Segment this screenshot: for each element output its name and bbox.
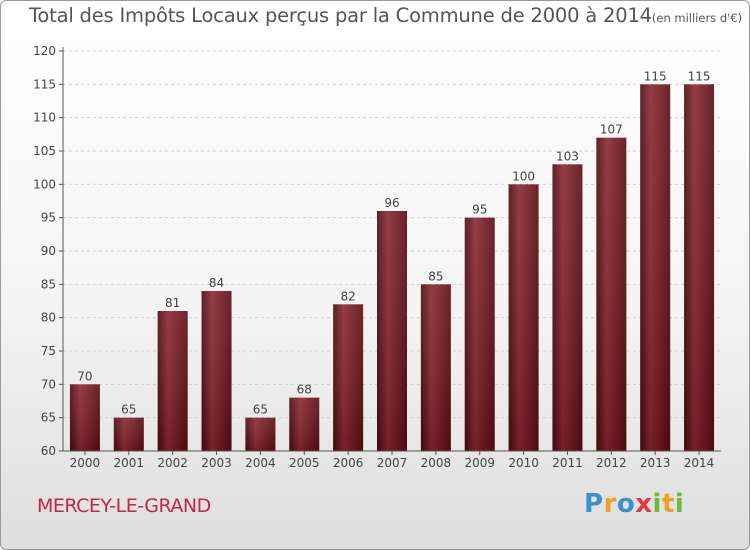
chart-title-text: Total des Impôts Locaux perçus par la Co…: [29, 4, 652, 27]
data-label: 115: [644, 69, 667, 83]
y-tick-label: 80: [41, 311, 56, 325]
chart-subtitle: (en milliers d'€): [651, 11, 743, 25]
x-tick-label: 2010: [508, 456, 539, 470]
bar-shade: [420, 284, 451, 451]
bar-shade: [245, 417, 276, 451]
bar-shade: [201, 291, 232, 451]
x-tick-label: 2006: [333, 456, 364, 470]
x-tick-label: 2014: [684, 456, 715, 470]
bar-shade: [289, 397, 320, 451]
x-tick-label: 2004: [245, 456, 276, 470]
y-tick-label: 115: [33, 77, 56, 91]
x-tick-label: 2012: [596, 456, 627, 470]
data-label: 65: [253, 403, 268, 417]
x-tick-label: 2009: [464, 456, 495, 470]
bar-shade: [640, 84, 671, 451]
data-label: 100: [512, 169, 535, 183]
bar-shade: [377, 211, 407, 451]
y-tick-label: 95: [41, 211, 56, 225]
x-tick-label: 2011: [552, 456, 583, 470]
bar-shade: [333, 304, 364, 451]
x-tick-label: 2001: [114, 456, 145, 470]
x-axis: 2000 2001 2002 2003 2004 2005 2006 2007 2008 2009…: [63, 450, 721, 470]
data-label: 95: [472, 203, 487, 217]
data-label: 115: [688, 69, 711, 83]
data-label: 96: [384, 196, 399, 210]
x-tick-label: 2000: [70, 456, 101, 470]
y-tick-label: 110: [33, 111, 56, 125]
bar-shade: [69, 384, 100, 451]
x-tick-label: 2002: [157, 456, 188, 470]
data-label: 107: [600, 123, 623, 137]
data-label: 84: [209, 276, 224, 290]
data-label: 81: [165, 296, 180, 310]
bar-shade: [552, 164, 583, 452]
bar-shade: [113, 417, 144, 451]
x-tick-label: 2008: [421, 456, 452, 470]
x-tick-label: 2013: [640, 456, 671, 470]
x-tick-label: 2007: [377, 456, 408, 470]
y-tick-label: 120: [33, 44, 56, 58]
y-tick-label: 65: [41, 411, 56, 425]
chart-title: Total des Impôts Locaux perçus par la Co…: [29, 4, 742, 27]
y-tick-label: 105: [33, 144, 56, 158]
y-tick-label: 60: [41, 444, 56, 458]
data-label: 82: [340, 289, 355, 303]
y-tick-label: 85: [41, 277, 56, 291]
bars: 70 65 81 84 65 68 82 96 85 95 100 103 107 115 115: [69, 69, 715, 452]
y-tick-label: 90: [41, 244, 56, 258]
data-label: 85: [428, 269, 443, 283]
x-tick-label: 2003: [201, 456, 232, 470]
bar-shade: [157, 311, 188, 451]
proxiti-logo[interactable]: Proxiti: [584, 489, 685, 519]
bar-shade: [464, 217, 495, 451]
y-axis: 60 65 70 75 80 85 90 95 100 105 110 115 120: [33, 44, 64, 458]
y-tick-label: 70: [41, 377, 56, 391]
data-label: 68: [297, 383, 312, 397]
commune-name: MERCEY-LE-GRAND: [37, 495, 211, 517]
y-tick-label: 100: [33, 177, 56, 191]
bar-shade: [596, 137, 627, 451]
x-tick-label: 2005: [289, 456, 320, 470]
bar-shade: [684, 84, 715, 451]
data-label: 70: [77, 369, 92, 383]
data-label: 65: [121, 403, 136, 417]
bar-shade: [508, 184, 539, 452]
data-label: 103: [556, 149, 579, 163]
y-tick-label: 75: [41, 344, 56, 358]
